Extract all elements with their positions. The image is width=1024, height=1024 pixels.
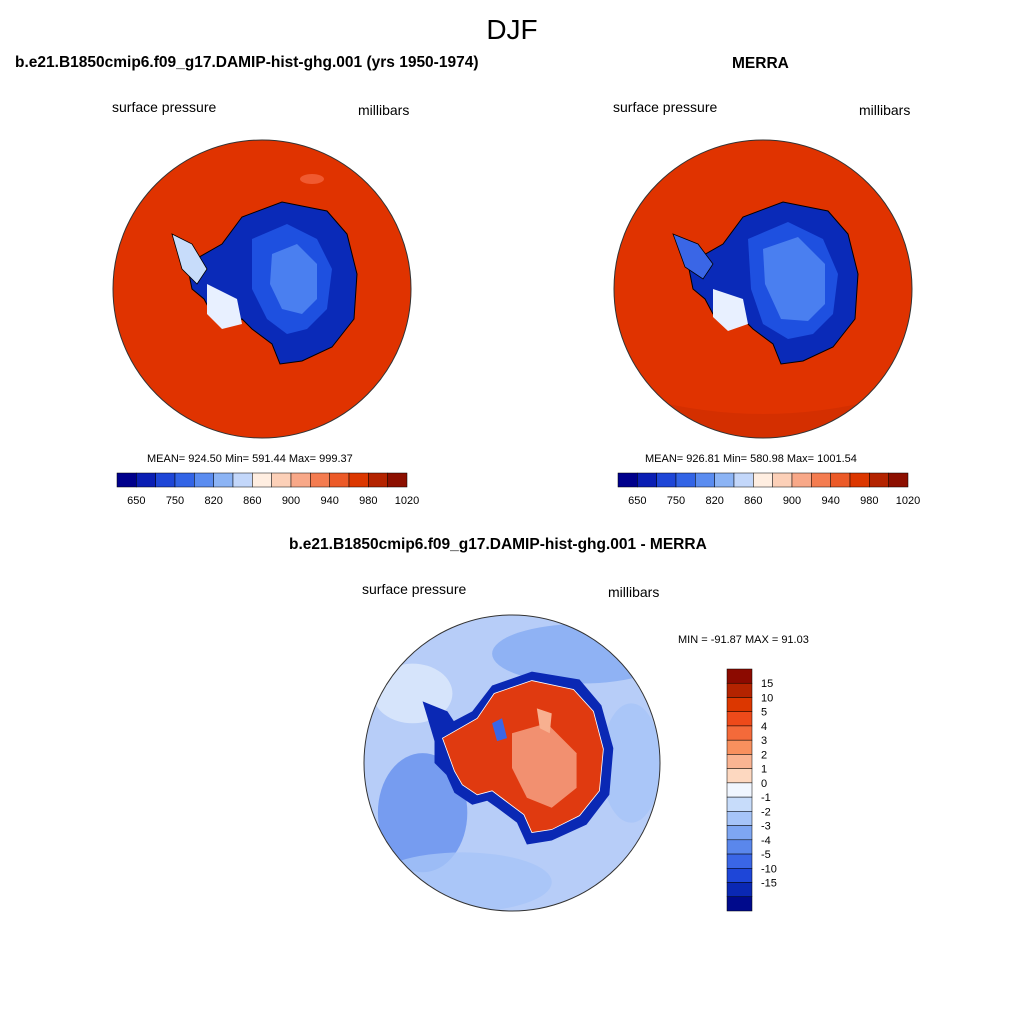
- model-colorbar-swatch: [232, 472, 253, 488]
- model-colorbar-swatch: [310, 472, 330, 488]
- model-map: [112, 139, 412, 439]
- merra-colorbar-tick: 820: [705, 495, 723, 507]
- merra-colorbar-swatch: [753, 472, 773, 488]
- merra-colorbar-swatch: [675, 472, 696, 488]
- merra-colorbar: 650 750 820 860 900 940 980 1020: [617, 472, 920, 507]
- difference-colorbar-swatch: [726, 739, 753, 755]
- difference-colorbar-swatch: [726, 711, 753, 727]
- merra-colorbar-swatch: [811, 472, 831, 488]
- difference-colorbar-tick: 10: [761, 692, 773, 704]
- difference-colorbar-tick: -1: [761, 792, 771, 804]
- model-colorbar-swatch: [116, 472, 137, 488]
- model-colorbar-swatch: [174, 472, 195, 488]
- difference-colorbar-swatch: [726, 882, 753, 898]
- model-colorbar-swatch: [271, 472, 292, 488]
- difference-colorbar-swatch: [726, 839, 753, 855]
- merra-colorbar-swatch: [772, 472, 793, 488]
- model-colorbar-tick: 860: [243, 495, 261, 507]
- difference-colorbar-swatch: [726, 868, 753, 883]
- model-colorbar-swatch: [387, 472, 408, 488]
- difference-colorbar-swatch: [726, 682, 753, 698]
- difference-colorbar-tick: -2: [761, 806, 771, 818]
- difference-colorbar-tick: -3: [761, 821, 771, 833]
- difference-colorbar-swatch: [726, 853, 753, 869]
- model-colorbar-tick: 940: [320, 495, 338, 507]
- difference-colorbar-tick: 15: [761, 678, 773, 690]
- difference-map: [363, 614, 661, 912]
- merra-colorbar-swatch: [830, 472, 851, 488]
- merra-colorbar-tick: 650: [628, 495, 646, 507]
- merra-colorbar-swatch: [791, 472, 812, 488]
- merra-colorbar-tick: 940: [821, 495, 839, 507]
- model-colorbar-tick: 980: [359, 495, 377, 507]
- model-colorbar-swatch: [368, 472, 388, 488]
- merra-colorbar-swatch: [617, 472, 638, 488]
- merra-colorbar-swatch: [888, 472, 909, 488]
- difference-panel-title: b.e21.B1850cmip6.f09_g17.DAMIP-hist-ghg.…: [289, 536, 707, 553]
- difference-left-label: surface pressure: [362, 581, 467, 597]
- model-colorbar-swatch: [290, 472, 311, 488]
- difference-colorbar-swatch: [726, 754, 753, 769]
- difference-colorbar-swatch: [726, 782, 753, 798]
- model-colorbar-tick: 750: [166, 495, 184, 507]
- merra-map: [613, 139, 913, 439]
- model-colorbar-tick: 1020: [395, 495, 419, 507]
- model-colorbar-swatch: [194, 472, 214, 488]
- model-stats: MEAN= 924.50 Min= 591.44 Max= 999.37: [147, 453, 353, 465]
- difference-right-label: millibars: [608, 584, 660, 600]
- merra-colorbar-tick: 900: [783, 495, 801, 507]
- model-colorbar: 650 750 820 860 900 940 980 1020: [116, 472, 419, 507]
- merra-colorbar-swatch: [869, 472, 889, 488]
- difference-colorbar-tick: -5: [761, 849, 771, 861]
- model-right-label: millibars: [358, 102, 410, 118]
- merra-left-label: surface pressure: [613, 99, 718, 115]
- merra-colorbar-swatch: [733, 472, 754, 488]
- merra-colorbar-tick: 1020: [896, 495, 920, 507]
- model-colorbar-swatch: [329, 472, 350, 488]
- merra-right-label: millibars: [859, 102, 911, 118]
- merra-colorbar-swatch: [714, 472, 735, 488]
- model-colorbar-swatch: [136, 472, 156, 488]
- merra-colorbar-swatch: [849, 472, 870, 488]
- model-colorbar-swatch: [155, 472, 176, 488]
- difference-colorbar-swatch: [726, 811, 753, 826]
- model-left-label: surface pressure: [112, 99, 217, 115]
- merra-colorbar-swatch: [656, 472, 677, 488]
- model-colorbar-tick: 650: [127, 495, 145, 507]
- model-colorbar-tick: 900: [282, 495, 300, 507]
- difference-colorbar-swatch: [726, 725, 753, 741]
- model-colorbar-swatch: [348, 472, 369, 488]
- model-panel-title: b.e21.B1850cmip6.f09_g17.DAMIP-hist-ghg.…: [15, 54, 479, 71]
- difference-colorbar-tick: -4: [761, 835, 771, 847]
- difference-colorbar-tick: 2: [761, 749, 767, 761]
- merra-colorbar-swatch: [695, 472, 715, 488]
- difference-colorbar-tick: 3: [761, 735, 767, 747]
- difference-colorbar-swatch: [726, 668, 753, 684]
- model-colorbar-swatch: [213, 472, 234, 488]
- merra-colorbar-tick: 980: [860, 495, 878, 507]
- difference-colorbar-tick: 4: [761, 721, 767, 733]
- difference-colorbar-swatch: [726, 796, 753, 812]
- merra-colorbar-tick: 750: [667, 495, 685, 507]
- difference-colorbar-swatch: [726, 825, 753, 841]
- model-colorbar-tick: 820: [204, 495, 222, 507]
- difference-colorbar-swatch: [726, 896, 753, 912]
- figure-title: DJF: [486, 14, 538, 45]
- merra-stats: MEAN= 926.81 Min= 580.98 Max= 1001.54: [645, 453, 857, 465]
- difference-stats: MIN = -91.87 MAX = 91.03: [678, 634, 809, 646]
- difference-colorbar-tick: 0: [761, 778, 767, 790]
- difference-colorbar-swatch: [726, 768, 753, 784]
- difference-colorbar-tick: 1: [761, 764, 767, 776]
- difference-colorbar-tick: -15: [761, 878, 777, 890]
- merra-panel-title: MERRA: [732, 55, 789, 72]
- difference-colorbar-swatch: [726, 697, 753, 712]
- model-colorbar-swatch: [252, 472, 272, 488]
- merra-colorbar-swatch: [637, 472, 657, 488]
- difference-colorbar-tick: -10: [761, 863, 777, 875]
- difference-colorbar-tick: 5: [761, 707, 767, 719]
- merra-colorbar-tick: 860: [744, 495, 762, 507]
